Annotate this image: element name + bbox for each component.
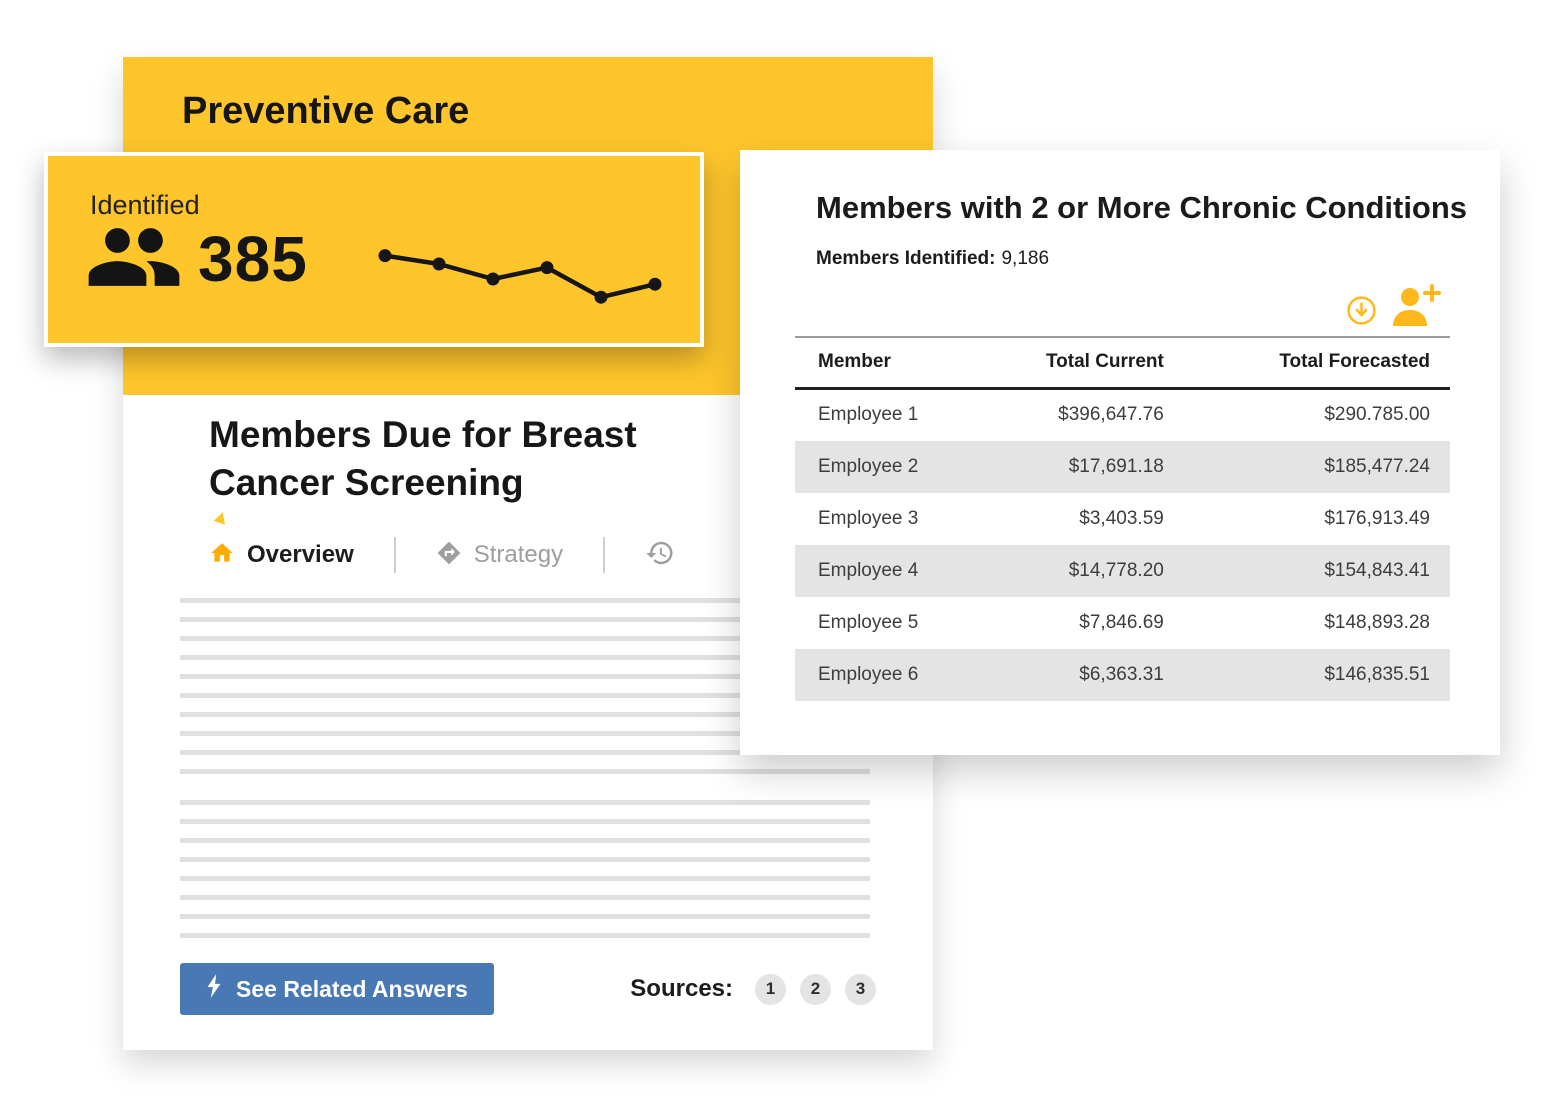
home-icon: [209, 540, 235, 571]
skeleton-line: [180, 876, 870, 881]
skeleton-line: [180, 800, 870, 805]
skeleton-line: [180, 750, 870, 755]
title-accent-mark: [213, 510, 229, 525]
skeleton-line: [180, 598, 870, 603]
table-row: Employee 6 $6,363.31 $146,835.51: [795, 648, 1450, 701]
trend-sparkline: [378, 249, 662, 304]
history-icon: [645, 538, 675, 573]
identified-label: Identified: [90, 190, 200, 220]
chronic-conditions-table: Member Total Current Total Forecasted Em…: [795, 336, 1450, 701]
identified-stat-card: Identified 385: [44, 152, 704, 347]
tab-strategy[interactable]: Strategy: [436, 540, 563, 571]
lightning-bolt-icon: [206, 973, 222, 1005]
tab-strategy-label: Strategy: [473, 541, 564, 568]
chronic-table-body: Employee 1 $396,647.76 $290.785.00 Employee…: [795, 389, 1450, 701]
skeleton-line: [180, 655, 870, 660]
skeleton-line: [180, 712, 870, 717]
skeleton-line: [180, 617, 870, 622]
table-header: Member Total Current Total Forecasted: [795, 337, 1450, 390]
members-identified-line: Members Identified: 9,186: [816, 248, 1049, 270]
see-related-answers-button[interactable]: See Related Answers: [180, 963, 494, 1015]
document-footer: See Related Answers Sources: 1 2 3: [180, 963, 876, 1015]
identified-value: 385: [198, 223, 308, 295]
column-member: Member: [795, 337, 1018, 390]
members-icon: [88, 224, 180, 295]
skeleton-line: [180, 731, 870, 736]
sources-label: Sources:: [630, 975, 733, 1002]
skeleton-line: [180, 914, 870, 919]
person-plus-icon: [1389, 284, 1441, 331]
source-badge-2[interactable]: 2: [800, 973, 831, 1005]
skeleton-line: [180, 636, 870, 641]
skeleton-block-1: [180, 598, 870, 788]
table-row: Employee 1 $396,647.76 $290.785.00: [818, 404, 1430, 426]
tab-overview[interactable]: Overview: [209, 540, 354, 571]
skeleton-line: [180, 933, 870, 938]
document-tabs: Overview Strategy: [209, 535, 675, 575]
members-identified-value: 9,186: [1001, 248, 1050, 269]
table-row: Employee 4 $14,778.20 $154,843.41: [795, 544, 1450, 597]
preventive-care-title: Preventive Care: [182, 90, 470, 132]
skeleton-line: [180, 857, 870, 862]
table-row: Employee 5 $7,846.69 $148,893.28: [818, 611, 1430, 633]
skeleton-line: [180, 819, 870, 824]
strategy-icon: [436, 540, 462, 571]
tab-divider: [603, 537, 606, 573]
column-total-forecasted: Total Forecasted: [1233, 337, 1450, 390]
table-row: Employee 2 $17,691.18 $185,477.24: [795, 440, 1450, 493]
column-total-current: Total Current: [1017, 337, 1234, 390]
source-badge-3[interactable]: 3: [845, 973, 876, 1005]
skeleton-line: [180, 674, 870, 679]
source-badge-1[interactable]: 1: [755, 973, 786, 1005]
members-identified-label: Members Identified:: [816, 248, 996, 269]
skeleton-line: [180, 895, 870, 900]
download-icon: [1346, 295, 1377, 331]
skeleton-line: [180, 838, 870, 843]
download-button[interactable]: [1346, 295, 1377, 331]
skeleton-line: [180, 693, 870, 698]
skeleton-block-2: [180, 800, 870, 952]
document-title: Members Due for Breast Cancer Screening: [209, 414, 637, 504]
table-row: Employee 3 $3,403.59 $176,913.49: [818, 507, 1430, 529]
sources-group: Sources: 1 2 3: [630, 973, 876, 1005]
skeleton-line: [180, 769, 870, 774]
chronic-conditions-panel: Members with 2 or More Chronic Condition…: [740, 150, 1500, 755]
history-button[interactable]: [645, 538, 675, 573]
identified-value-row: 385: [88, 222, 308, 296]
see-related-answers-label: See Related Answers: [236, 975, 468, 1002]
panel-actions: [1346, 284, 1441, 331]
add-member-button[interactable]: [1389, 284, 1441, 331]
tab-overview-label: Overview: [247, 541, 354, 568]
chronic-panel-title: Members with 2 or More Chronic Condition…: [816, 190, 1468, 225]
tab-divider: [393, 537, 396, 573]
